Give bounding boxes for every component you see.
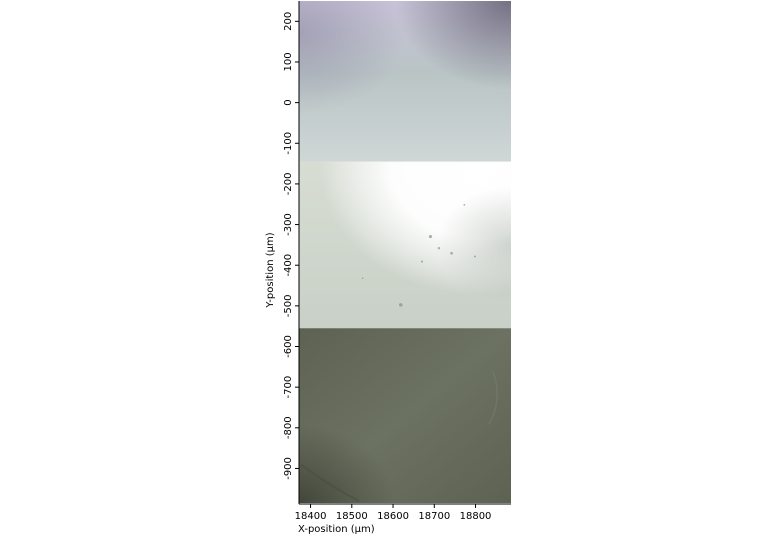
- y-tick-label: -800: [283, 416, 294, 439]
- image-tiles: [299, 1, 511, 503]
- membrane-edge: [300, 463, 360, 502]
- tile-top: [299, 1, 511, 162]
- y-tick-label: 0: [283, 99, 294, 105]
- axes: 200 100 0 -100 -200 -300 -400 -500 -600 -700 -800 -…: [283, 1, 511, 522]
- x-axis-label: X-position (µm): [298, 524, 375, 535]
- y-tick-label: -100: [283, 132, 294, 155]
- x-tick-label: 18500: [336, 511, 368, 522]
- axis-labels: X-position (µm) Y-position (µm): [265, 232, 375, 535]
- x-tick-label: 18400: [295, 511, 327, 522]
- tile-bottom: [299, 328, 511, 503]
- y-tick-label: -600: [283, 335, 294, 358]
- y-tick-label: -700: [283, 376, 294, 399]
- debris-speck: [428, 234, 433, 239]
- x-tick-label: 18600: [377, 511, 409, 522]
- y-tick-label: -500: [283, 295, 294, 318]
- y-tick-label: -400: [283, 254, 294, 277]
- debris-speck: [450, 251, 453, 255]
- y-tick-label: -200: [283, 173, 294, 196]
- debris-speck: [398, 303, 403, 307]
- y-axis-label: Y-position (µm): [265, 232, 276, 308]
- debris-speck: [361, 277, 364, 280]
- tile-middle: [299, 161, 511, 329]
- debris-speck: [473, 255, 476, 258]
- debris-speck: [420, 260, 424, 263]
- x-tick-label: 18800: [460, 511, 492, 522]
- debris-speck: [463, 203, 466, 206]
- y-tick-label: -900: [283, 457, 294, 480]
- x-tick-label: 18700: [418, 511, 450, 522]
- y-tick-label: -300: [283, 213, 294, 236]
- membrane-edge: [488, 371, 498, 425]
- y-tick-label: 100: [283, 52, 294, 71]
- y-tick-label: 200: [283, 12, 294, 31]
- debris-speck: [437, 247, 441, 250]
